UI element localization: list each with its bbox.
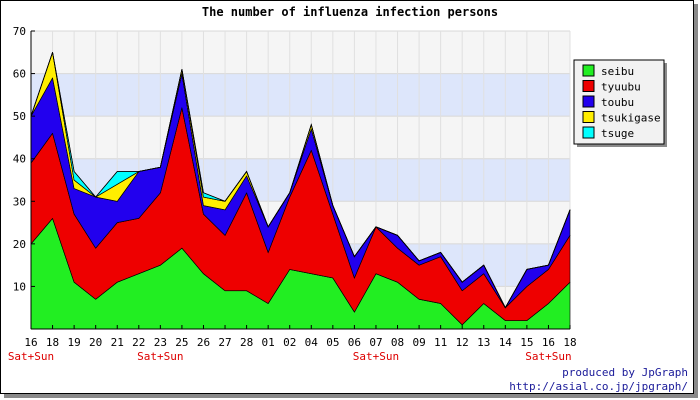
x-tick-label: 13 (477, 336, 490, 349)
footer-line2: http://asial.co.jp/jpgraph/ (509, 380, 688, 393)
legend-swatch-tsuge (582, 126, 595, 139)
axis-layer: 10 20 30 40 50 60 70 16 18 19 20 21 22 23 25 26 27 28 01 02… (8, 25, 577, 363)
x-tick-label: 28 (240, 336, 253, 349)
x-tick-label: 19 (67, 336, 80, 349)
weekend-label: Sat+Sun (8, 350, 54, 363)
x-tick-label: 12 (456, 336, 469, 349)
x-tick-label: 22 (132, 336, 145, 349)
weekend-label: Sat+Sun (525, 350, 571, 363)
x-tick-label: 18 (46, 336, 59, 349)
x-tick-label: 26 (197, 336, 210, 349)
x-tick-label: 21 (111, 336, 124, 349)
x-tick-label: 16 (542, 336, 555, 349)
legend-swatch-toubu (582, 95, 595, 108)
y-tick-label: 50 (13, 110, 26, 123)
legend-swatch-tyuubu (582, 80, 595, 92)
legend-label-toubu: toubu (601, 96, 634, 109)
weekend-label: Sat+Sun (353, 350, 399, 363)
legend-label-tsuge: tsuge (601, 127, 634, 140)
x-tick-label: 20 (89, 336, 102, 349)
legend: seibu tyuubu toubu tsukigase tsuge (573, 59, 667, 147)
x-tick-label: 08 (391, 336, 404, 349)
chart-title: The number of influenza infection person… (202, 5, 498, 19)
x-tick-label: 02 (283, 336, 296, 349)
legend-swatch-seibu (582, 64, 595, 77)
grid-band (31, 116, 570, 159)
grid-band (31, 31, 570, 74)
legend-label-tsukigase: tsukigase (601, 112, 661, 125)
series-line-tsuge (30, 52, 571, 309)
y-tick-label: 30 (13, 195, 26, 208)
grid-band (31, 73, 570, 117)
x-tick-label: 06 (348, 336, 361, 349)
x-tick-label: 16 (24, 336, 37, 349)
area-layer (30, 51, 571, 330)
weekend-label: Sat+Sun (137, 350, 183, 363)
x-tick-label: 18 (563, 336, 576, 349)
x-tick-label: 11 (434, 336, 447, 349)
y-tick-label: 10 (13, 280, 26, 293)
x-tick-label: 15 (520, 336, 533, 349)
y-tick-label: 40 (13, 153, 26, 166)
legend-label-seibu: seibu (601, 65, 634, 78)
x-tick-label: 09 (412, 336, 425, 349)
footer-line1: produced by JpGraph (562, 366, 688, 379)
legend-swatch-tsukigase (582, 111, 595, 123)
legend-label-tyuubu: tyuubu (601, 81, 641, 94)
x-tick-label: 27 (218, 336, 231, 349)
y-tick-label: 60 (13, 68, 26, 81)
y-tick-label: 70 (13, 25, 26, 38)
x-tick-label: 07 (369, 336, 382, 349)
x-tick-label: 05 (326, 336, 339, 349)
x-tick-label: 25 (175, 336, 188, 349)
x-tick-label: 23 (154, 336, 167, 349)
x-tick-label: 01 (262, 336, 275, 349)
x-tick-label: 14 (499, 336, 513, 349)
y-tick-label: 20 (13, 238, 26, 251)
x-tick-label: 04 (305, 336, 319, 349)
